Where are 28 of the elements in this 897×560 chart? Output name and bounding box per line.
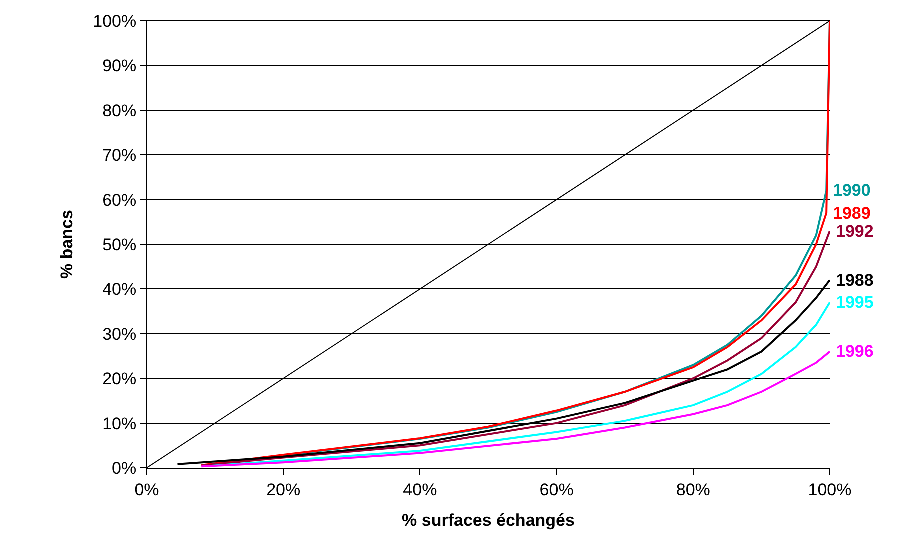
x-tick-label: 40%: [403, 480, 438, 500]
y-tick-label: 100%: [93, 12, 137, 31]
y-tick-label: 50%: [102, 235, 137, 254]
y-tick-label: 0%: [112, 458, 137, 478]
series-label: 1992: [836, 222, 874, 241]
x-tick-label: 20%: [266, 480, 301, 500]
y-tick-label: 80%: [102, 101, 137, 120]
series-label: 1988: [836, 271, 874, 290]
y-tick-label: 90%: [102, 56, 137, 76]
line-series: [200, 230, 830, 467]
x-tick-label: 100%: [808, 480, 852, 500]
x-tick-label: 80%: [676, 480, 710, 500]
y-tick-label: 70%: [102, 146, 137, 166]
series-label: 1989: [833, 204, 871, 223]
series-label: 1996: [836, 342, 874, 361]
y-tick-label: 20%: [102, 370, 137, 389]
y-tick-label: 60%: [102, 190, 137, 210]
x-tick-label: 0%: [134, 480, 160, 500]
series-label: 1990: [833, 181, 871, 200]
line-series: [207, 302, 830, 468]
y-tick-label: 40%: [102, 280, 137, 300]
series-label: 1995: [836, 293, 874, 312]
y-axis-title: % bancs: [58, 210, 77, 279]
x-tick-label: 60%: [540, 480, 574, 500]
x-axis-title: % surfaces échangés: [402, 510, 575, 530]
line-series: [200, 350, 830, 468]
y-tick-label: 10%: [102, 414, 137, 434]
y-tick-label: 30%: [102, 324, 137, 344]
